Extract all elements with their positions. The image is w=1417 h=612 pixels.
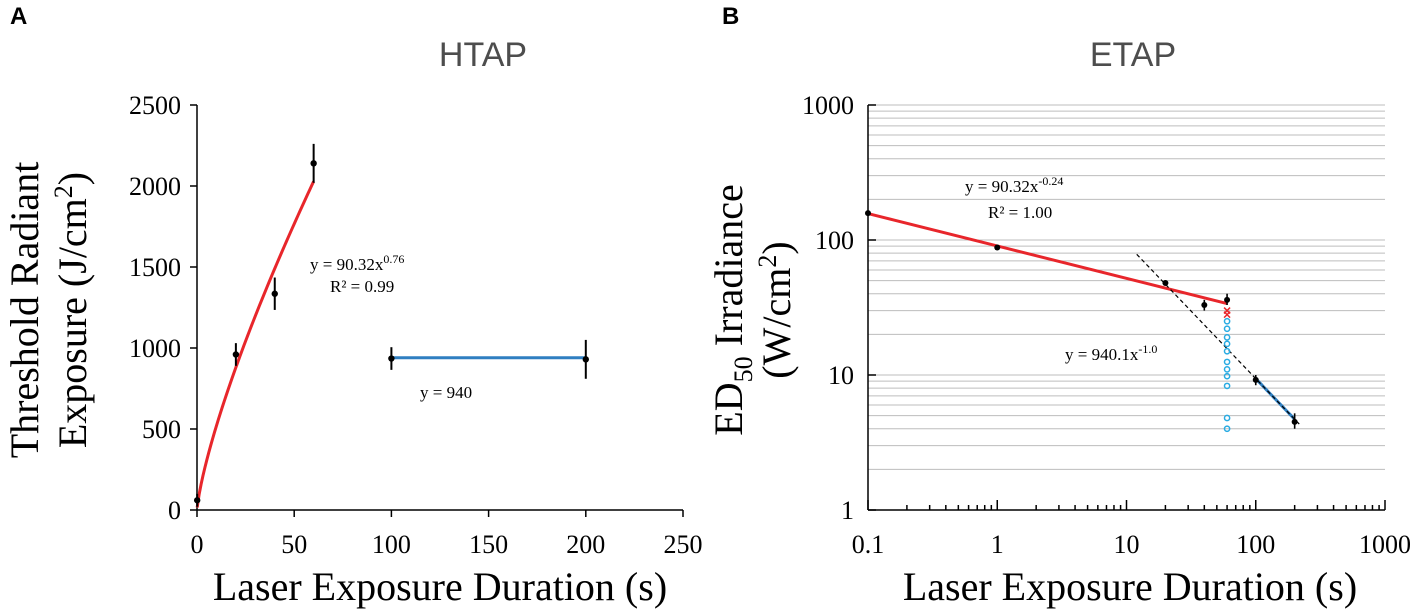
y-axis-title-b-line2: (W/cm2) (753, 241, 799, 378)
y-tick-label-a-3: 1500 (129, 253, 181, 282)
panel-b: B ETAP 0.1 1 10 100 1000 1 10 100 1000 y = 90.32… (706, 3, 1411, 609)
y-axis-title-a-sup: 2 (49, 185, 78, 198)
x-tick-label-a-1: 50 (281, 530, 307, 559)
data-point-b-1-4 (1223, 347, 1231, 355)
fit-label-a-power: y = 90.32x0.76 (310, 252, 404, 274)
y-tick-label-a-1: 500 (142, 415, 181, 444)
data-point-b-0-6 (1291, 418, 1298, 425)
data-point-b-0-2 (1162, 280, 1169, 287)
chart-title-b: ETAP (1090, 36, 1176, 74)
data-point-b-0-3 (1201, 302, 1208, 309)
data-point-b-1-10 (1223, 425, 1231, 433)
y-tick-label-b-1: 10 (828, 361, 854, 390)
y-axis-title-b-sub: 50 (729, 356, 758, 382)
y-tick-label-a-5: 2500 (129, 91, 181, 120)
points-a (193, 143, 589, 507)
data-point-b-1-3 (1223, 340, 1231, 348)
x-axis-title-b: Laser Exposure Duration (s) (903, 564, 1357, 609)
points-b (865, 210, 1298, 433)
data-point-b-0-5 (1252, 376, 1259, 383)
fit-label-b-red-text: y = 90.32x (965, 177, 1039, 196)
fit-label-a-power-exp: 0.76 (383, 252, 404, 266)
x-tick-label-a-0: 0 (191, 530, 204, 559)
ticks-b: 0.1 1 10 100 1000 1 10 100 1000 (802, 91, 1411, 559)
data-point-b-1-5 (1223, 358, 1231, 366)
data-point-a-0 (193, 497, 201, 504)
data-point-b-1-2 (1223, 334, 1231, 341)
data-point-b-1-8 (1223, 382, 1231, 390)
y-axis-title-b-line2-suffix: ) (754, 241, 799, 254)
data-point-b-1-6 (1223, 366, 1231, 373)
data-point-a-5 (582, 356, 589, 363)
x-tick-label-a-5: 250 (664, 530, 703, 559)
y-axis-title-b-line1: ED50 Irradiance (706, 184, 758, 435)
x-tick-label-b-4: 1000 (1359, 530, 1411, 559)
y-tick-label-a-4: 2000 (129, 172, 181, 201)
x-tick-label-b-2: 10 (1114, 530, 1140, 559)
data-point-b-1-0 (1223, 317, 1231, 325)
x-tick-label-b-3: 100 (1236, 530, 1275, 559)
chart-title-a: HTAP (439, 36, 527, 74)
fit-label-b-dashed-exp: -1.0 (1138, 342, 1157, 356)
fits-b (867, 212, 1301, 426)
y-axis-title-b-suffix: Irradiance (706, 184, 751, 356)
data-point-b-1-9 (1223, 414, 1231, 422)
data-point-b-1-7 (1223, 372, 1231, 380)
fit-r2-b: R² = 1.00 (988, 203, 1052, 222)
y-axis-title-b-sup: 2 (753, 255, 782, 268)
y-axis-title-b-line2-prefix: (W/cm (754, 268, 799, 379)
fit-label-b-dashed: y = 940.1x-1.0 (1065, 342, 1157, 364)
fits-a (195, 180, 586, 508)
y-tick-label-a-0: 0 (168, 496, 181, 525)
y-axis-title-a-line2: Exposure (J/cm2) (49, 172, 95, 448)
y-tick-label-b-2: 100 (815, 226, 854, 255)
data-point-a-2 (271, 290, 278, 297)
data-point-b-0-1 (994, 244, 1001, 251)
data-point-b-1-1 (1223, 325, 1231, 333)
grid-b (868, 104, 1385, 470)
y-tick-label-b-0: 1 (841, 496, 854, 525)
panel-letter-b: B (722, 3, 739, 30)
y-tick-label-a-2: 1000 (129, 334, 181, 363)
data-point-b-2-1 (1223, 311, 1231, 319)
x-tick-label-a-3: 150 (469, 530, 508, 559)
data-point-b-0-0 (865, 210, 871, 217)
fit-line-a-0 (195, 180, 315, 508)
y-axis-title-a-line1: Threshold Radiant (2, 162, 47, 459)
x-tick-label-a-4: 200 (566, 530, 605, 559)
fit-label-b-dashed-text: y = 940.1x (1065, 345, 1139, 364)
fit-label-b-red-exp: -0.24 (1038, 174, 1063, 188)
x-tick-label-a-2: 100 (372, 530, 411, 559)
fit-r2-a: R² = 0.99 (330, 277, 394, 296)
x-tick-label-b-0: 0.1 (852, 530, 885, 559)
fit-label-a-const: y = 940 (420, 383, 472, 402)
x-tick-label-b-1: 1 (991, 530, 1004, 559)
x-axis-title-a: Laser Exposure Duration (s) (213, 564, 667, 609)
y-axis-title-b-prefix: ED (706, 382, 751, 435)
y-axis-title-a-line2-prefix: Exposure (J/cm (50, 198, 95, 448)
y-tick-label-b-3: 1000 (802, 91, 854, 120)
y-axis-title-a-line2-suffix: ) (50, 172, 95, 185)
panel-letter-a: A (10, 3, 27, 30)
fit-label-b-red: y = 90.32x-0.24 (965, 174, 1063, 196)
data-point-a-3 (310, 160, 317, 167)
data-point-a-4 (388, 355, 395, 362)
fit-label-a-power-text: y = 90.32x (310, 255, 384, 274)
panel-a: A HTAP 0 50 100 150 200 250050010001500200025… (2, 3, 703, 609)
fit-line-b-2 (1136, 253, 1301, 426)
data-point-a-1 (232, 351, 240, 358)
data-point-b-0-4 (1224, 296, 1231, 303)
fit-line-b-0 (867, 212, 1228, 306)
